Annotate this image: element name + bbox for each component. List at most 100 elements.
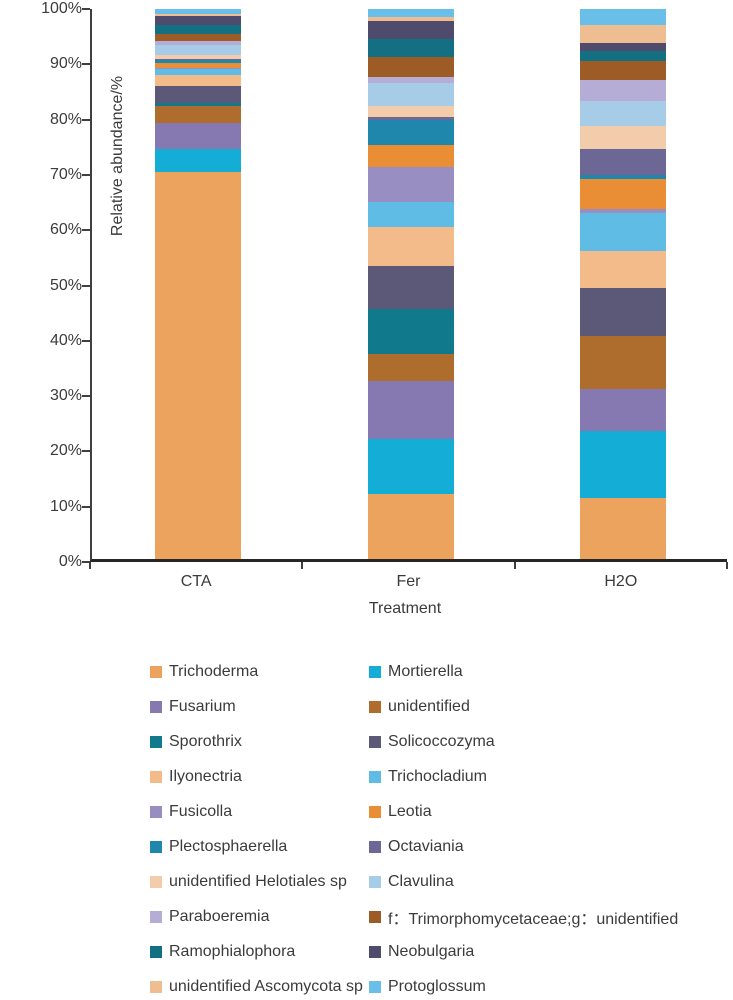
legend-item: Octaviania	[369, 837, 464, 857]
y-tick-mark	[82, 450, 90, 453]
legend-swatch-icon	[369, 911, 381, 923]
legend-item: Solicoccozyma	[369, 732, 495, 752]
bar-segment-fer	[367, 83, 454, 107]
legend-label: f：Trimorphomycetaceae;g：unidentified	[388, 911, 679, 928]
legend-item: Trichocladium	[369, 767, 487, 787]
bar-segment-fer	[367, 145, 454, 168]
legend-label: Mortierella	[388, 663, 463, 680]
bar-segment-fer	[367, 353, 454, 382]
legend-item: Protoglossum	[369, 977, 486, 997]
legend-swatch-icon	[369, 806, 381, 818]
legend-item: Ramophialophora	[150, 942, 295, 962]
bar-segment-h2o	[579, 178, 666, 209]
bar-segment-h2o	[579, 335, 666, 337]
bar-segment-h2o	[579, 287, 666, 336]
plot-area	[90, 8, 727, 562]
x-category-label: CTA	[180, 573, 212, 590]
legend-item: Plectosphaerella	[150, 837, 287, 857]
bar-segment-fer	[367, 76, 454, 84]
bar-segment-cta	[155, 105, 242, 123]
legend-swatch-icon	[369, 771, 381, 783]
legend-item: Paraboeremia	[150, 907, 270, 927]
y-tick-label: 50%	[49, 276, 82, 294]
x-tick-mark	[301, 562, 304, 569]
bar-segment-fer	[367, 56, 454, 77]
legend-item: Mortierella	[369, 662, 463, 682]
y-tick-label: 80%	[49, 110, 82, 128]
bar-segment-cta	[155, 8, 242, 14]
legend-label: Trichoderma	[169, 663, 259, 680]
y-tick-label: 100%	[41, 0, 82, 17]
y-tick-label: 40%	[49, 331, 82, 349]
y-tick-mark	[82, 505, 90, 508]
y-tick-label: 90%	[49, 55, 82, 73]
bar-segment-cta	[155, 25, 242, 35]
bar-segment-h2o	[579, 208, 666, 214]
bar-segment-h2o	[579, 101, 666, 126]
legend-swatch-icon	[369, 981, 381, 993]
legend-label: Solicoccozyma	[388, 733, 495, 750]
legend-label: Paraboeremia	[169, 908, 270, 925]
legend-swatch-icon	[369, 736, 381, 748]
legend-swatch-icon	[369, 946, 381, 958]
bar-segment-cta	[155, 63, 242, 69]
legend-swatch-icon	[150, 841, 162, 853]
legend-swatch-icon	[150, 946, 162, 958]
bar-segment-fer	[367, 309, 454, 354]
bar-segment-fer	[367, 381, 454, 440]
legend-label: Neobulgaria	[388, 943, 475, 960]
bar-segment-h2o	[579, 125, 666, 149]
bar-segment-h2o	[579, 430, 666, 499]
bar-segment-h2o	[579, 498, 666, 559]
bar-segment-cta	[155, 59, 242, 60]
bar-segment-fer	[367, 20, 454, 39]
bar-segment-cta	[155, 86, 242, 104]
legend-label: unidentified Ascomycota sp	[169, 978, 363, 995]
legend-item: unidentified Ascomycota sp	[150, 977, 363, 997]
legend-swatch-icon	[369, 876, 381, 888]
y-tick-mark	[82, 339, 90, 342]
x-axis-title: Treatment	[368, 600, 442, 617]
bar-segment-cta	[155, 40, 242, 45]
bar-segment-h2o	[579, 24, 666, 44]
legend-item: unidentified Helotiales sp	[150, 872, 347, 892]
bar-segment-h2o	[579, 175, 666, 179]
bar-segment-fer	[367, 16, 454, 21]
legend-item: Sporothrix	[150, 732, 242, 752]
legend-label: Plectosphaerella	[169, 838, 288, 855]
y-tick-label: 30%	[49, 387, 82, 405]
bar-segment-cta	[155, 103, 242, 106]
legend-swatch-icon	[369, 701, 381, 713]
bar-segment-cta	[155, 122, 242, 150]
bar-segment-fer	[367, 9, 454, 17]
legend-swatch-icon	[150, 701, 162, 713]
legend-label: Fusarium	[169, 698, 236, 715]
y-tick-mark	[82, 63, 90, 66]
y-tick-mark	[82, 8, 90, 10]
bar-segment-cta	[155, 16, 242, 26]
bar-segment-cta	[155, 68, 242, 69]
bar-h2o	[579, 8, 666, 559]
y-tick-label: 20%	[49, 442, 82, 460]
x-category-label: H2O	[604, 573, 638, 590]
bar-segment-cta	[155, 149, 242, 173]
bar-segment-h2o	[579, 251, 666, 288]
y-tick-mark	[82, 118, 90, 121]
bar-segment-h2o	[579, 61, 666, 80]
legend-label: Protoglossum	[388, 978, 486, 995]
legend-item: Fusicolla	[150, 802, 232, 822]
y-tick-label: 70%	[49, 165, 82, 183]
legend-swatch-icon	[150, 736, 162, 748]
bar-segment-h2o	[579, 51, 666, 62]
legend-swatch-icon	[150, 771, 162, 783]
legend-item: Clavulina	[369, 872, 454, 892]
y-tick-mark	[82, 229, 90, 232]
bar-fer	[367, 9, 454, 559]
bar-segment-h2o	[579, 213, 666, 252]
bar-segment-h2o	[579, 336, 666, 390]
legend-label: Octaviania	[388, 838, 464, 855]
bar-segment-cta	[155, 34, 242, 41]
y-tick-mark	[82, 284, 90, 287]
x-tick-mark	[726, 562, 728, 569]
bar-segment-fer	[367, 119, 454, 146]
